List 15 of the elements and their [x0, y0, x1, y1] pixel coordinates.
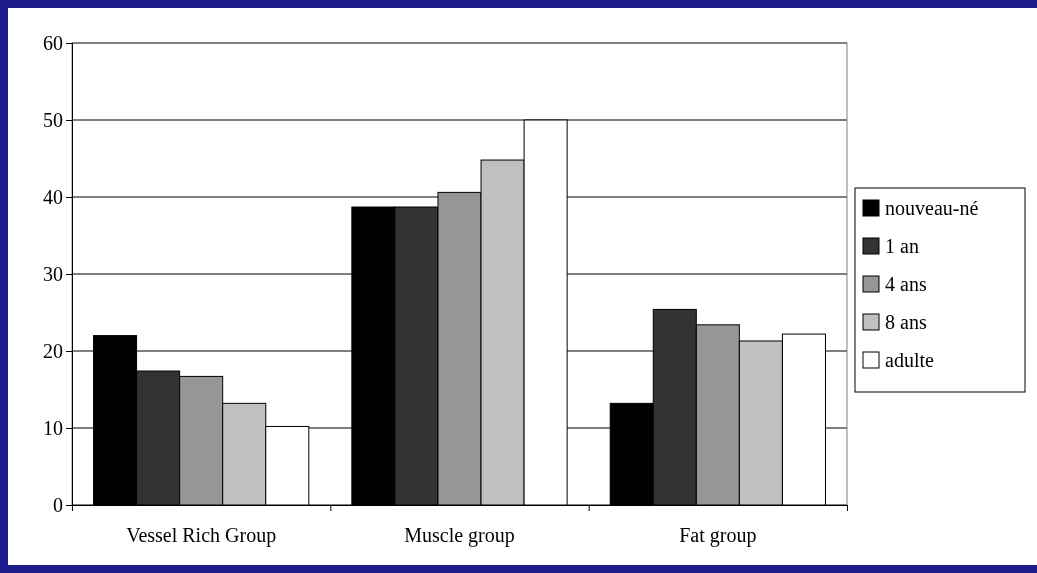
- legend-label: adulte: [885, 349, 934, 371]
- y-tick-label: 30: [43, 262, 63, 285]
- legend-label: 4 ans: [885, 273, 927, 295]
- x-tick-label: Fat group: [679, 524, 757, 547]
- y-tick-label: 60: [43, 31, 63, 54]
- legend-label: 8 ans: [885, 311, 927, 333]
- y-tick-label: 0: [53, 493, 63, 516]
- y-tick-label: 50: [43, 108, 63, 131]
- legend-label: 1 an: [885, 235, 919, 257]
- legend-label: nouveau-né: [885, 197, 979, 219]
- x-tick-label: Muscle group: [404, 524, 515, 547]
- y-tick-label: 20: [43, 339, 63, 362]
- x-tick-label: Vessel Rich Group: [126, 524, 277, 547]
- y-tick-label: 40: [43, 185, 63, 208]
- y-tick-label: 10: [43, 416, 63, 439]
